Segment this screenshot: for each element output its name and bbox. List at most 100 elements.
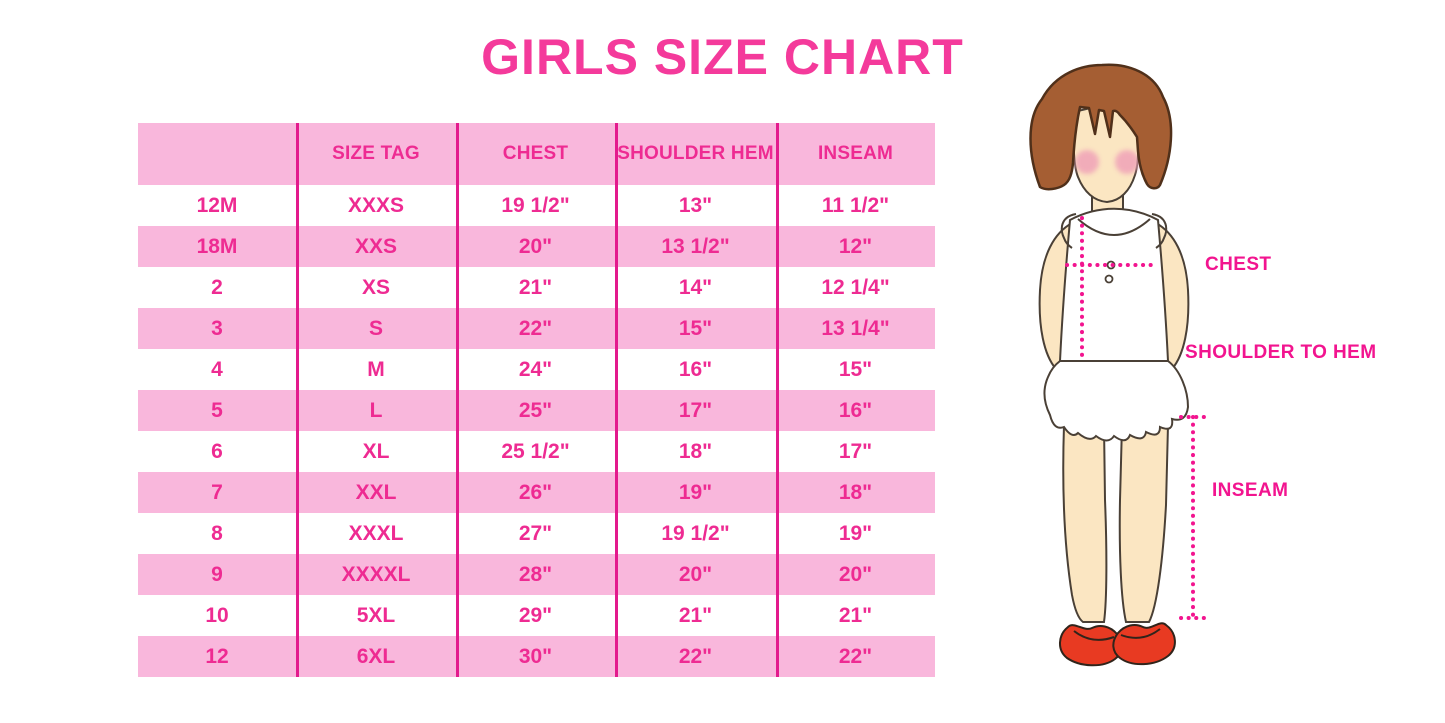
table-cell: 15" xyxy=(678,316,713,340)
table-row: 7 XXL 26" 19" 18" xyxy=(138,472,935,513)
girl-leg-left xyxy=(1062,424,1108,623)
shoulder-ruffle-left xyxy=(1060,213,1077,249)
table-cell: XL xyxy=(362,439,390,463)
table-cell: XXL xyxy=(355,480,397,504)
table-cell: 12M xyxy=(196,193,238,217)
table-cell: 12 1/4" xyxy=(821,275,890,299)
table-row: 2 XS 21" 14" 12 1/4" xyxy=(138,267,935,308)
girl-leg-right xyxy=(1118,424,1170,623)
table-cell: 9 xyxy=(211,562,223,586)
table-cell: 4 xyxy=(211,357,223,381)
table-cell: 14" xyxy=(678,275,713,299)
table-cell: 3 xyxy=(211,316,223,340)
table-row: 10 5XL 29" 21" 21" xyxy=(138,595,935,636)
table-cell: 20" xyxy=(518,234,553,258)
table-cell: 25" xyxy=(518,398,553,422)
table-cell: 22" xyxy=(678,644,713,668)
table-cell: XXS xyxy=(354,234,398,258)
table-cell: 7 xyxy=(211,480,223,504)
header-cell xyxy=(138,123,296,185)
header-cell: SIZE TAG xyxy=(332,143,420,164)
table-cell: 6 xyxy=(211,439,223,463)
column-divider-line xyxy=(615,123,618,677)
table-cell: 26" xyxy=(518,480,553,504)
table-cell: 15" xyxy=(838,357,873,381)
table-cell: 17" xyxy=(838,439,873,463)
blush-left xyxy=(1075,150,1099,174)
table-row: 8 XXXL 27" 19 1/2" 19" xyxy=(138,513,935,554)
table-cell: 24" xyxy=(518,357,553,381)
table-cell: 13" xyxy=(678,193,713,217)
table-row: 12 6XL 30" 22" 22" xyxy=(138,636,935,677)
table-header-row: SIZE TAG CHEST SHOULDER HEM INSEAM xyxy=(138,123,935,185)
table-cell: 8 xyxy=(211,521,223,545)
inseam-label: INSEAM xyxy=(1212,480,1289,501)
blush-right xyxy=(1115,150,1139,174)
table-cell: 21" xyxy=(518,275,553,299)
table-cell: 28" xyxy=(518,562,553,586)
table-cell: 22" xyxy=(838,644,873,668)
table-cell: 18M xyxy=(196,234,238,258)
girl-shoe-right xyxy=(1112,622,1176,666)
size-table: SIZE TAG CHEST SHOULDER HEM INSEAM 12M XXXS 19… xyxy=(138,123,935,677)
table-row: 6 XL 25 1/2" 18" 17" xyxy=(138,431,935,472)
shoe-strap-left xyxy=(1073,630,1115,641)
table-cell: 12" xyxy=(838,234,873,258)
table-cell: M xyxy=(367,357,385,381)
shoulder-ruffle-right xyxy=(1151,213,1168,249)
table-cell: 11 1/2" xyxy=(821,193,890,217)
table-row: 9 XXXXL 28" 20" 20" xyxy=(138,554,935,595)
table-cell: 20" xyxy=(838,562,873,586)
table-cell: S xyxy=(368,316,383,340)
page-title: GIRLS SIZE CHART xyxy=(481,29,964,85)
header-cell: SHOULDER HEM xyxy=(617,143,774,164)
table-cell: 13 1/2" xyxy=(661,234,730,258)
table-cell: 10 xyxy=(205,603,229,627)
table-cell: 18" xyxy=(678,439,713,463)
column-divider-line xyxy=(456,123,459,677)
table-cell: 29" xyxy=(518,603,553,627)
table-cell: 16" xyxy=(678,357,713,381)
table-row: 3 S 22" 15" 13 1/4" xyxy=(138,308,935,349)
girl-dress-bodice xyxy=(1058,207,1170,362)
table-cell: 2 xyxy=(211,275,223,299)
table-cell: 17" xyxy=(678,398,713,422)
dress-neckline xyxy=(1077,218,1151,236)
girl-measurement-illustration xyxy=(1029,63,1207,667)
table-cell: 12 xyxy=(205,644,229,668)
chest-label: CHEST xyxy=(1205,254,1272,275)
table-cell: 5 xyxy=(211,398,223,422)
table-cell: 21" xyxy=(838,603,873,627)
column-divider-line xyxy=(296,123,299,677)
table-cell: XXXL xyxy=(348,521,404,545)
table-cell: 5XL xyxy=(356,603,396,627)
table-cell: 13 1/4" xyxy=(821,316,890,340)
girl-hair xyxy=(1029,63,1173,191)
shoe-strap-right xyxy=(1120,628,1161,639)
table-cell: 19 1/2" xyxy=(661,521,730,545)
table-row: 12M XXXS 19 1/2" 13" 11 1/2" xyxy=(138,185,935,226)
header-cell: CHEST xyxy=(502,143,569,164)
shoulder-to-hem-label: SHOULDER TO HEM xyxy=(1185,342,1377,363)
table-cell: XXXS xyxy=(347,193,405,217)
table-cell: 18" xyxy=(838,480,873,504)
girl-skirt xyxy=(1043,360,1190,442)
table-cell: 21" xyxy=(678,603,713,627)
column-divider-line xyxy=(776,123,779,677)
table-row: 4 M 24" 16" 15" xyxy=(138,349,935,390)
table-cell: 19" xyxy=(678,480,713,504)
table-cell: 25 1/2" xyxy=(501,439,570,463)
table-cell: 19 1/2" xyxy=(501,193,570,217)
dress-button-bottom xyxy=(1104,274,1114,284)
table-cell: 22" xyxy=(518,316,553,340)
table-cell: 30" xyxy=(518,644,553,668)
table-cell: 20" xyxy=(678,562,713,586)
table-row: 18M XXS 20" 13 1/2" 12" xyxy=(138,226,935,267)
table-cell: 27" xyxy=(518,521,553,545)
table-cell: XS xyxy=(361,275,390,299)
table-cell: 6XL xyxy=(356,644,396,668)
table-cell: XXXXL xyxy=(341,562,411,586)
header-cell: INSEAM xyxy=(817,143,894,164)
table-row: 5 L 25" 17" 16" xyxy=(138,390,935,431)
